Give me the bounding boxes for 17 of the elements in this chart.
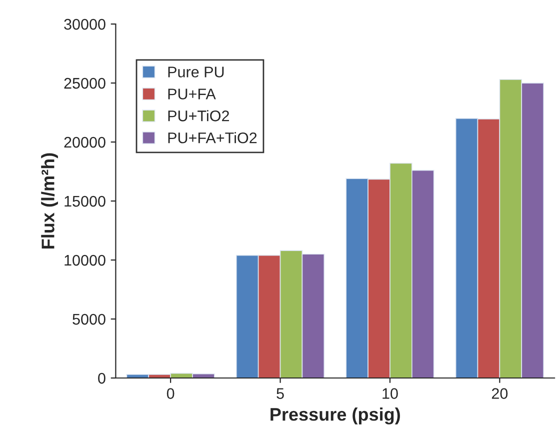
x-axis-title: Pressure (psig) xyxy=(270,408,400,424)
y-tick-label: 10000 xyxy=(64,254,106,266)
legend-label: Pure PU xyxy=(168,66,224,78)
y-tick-label: 0 xyxy=(98,372,106,384)
y-tick-label: 15000 xyxy=(64,196,106,207)
y-tick-label: 5000 xyxy=(72,314,106,325)
y-tick-label: 20000 xyxy=(64,136,106,148)
y-tick-label: 25000 xyxy=(64,78,106,89)
y-tick-label: 30000 xyxy=(64,18,106,30)
y-axis-title: Flux (l/m²h) xyxy=(41,153,58,248)
x-tick-label: 5 xyxy=(276,388,284,399)
x-tick-label: 10 xyxy=(382,388,398,399)
legend-label: PU+FA+TiO2 xyxy=(168,132,257,144)
x-tick-label: 0 xyxy=(166,388,174,399)
x-tick-label: 20 xyxy=(492,388,508,399)
legend-label: PU+TiO2 xyxy=(168,110,229,122)
legend-label: PU+FA xyxy=(168,88,216,100)
